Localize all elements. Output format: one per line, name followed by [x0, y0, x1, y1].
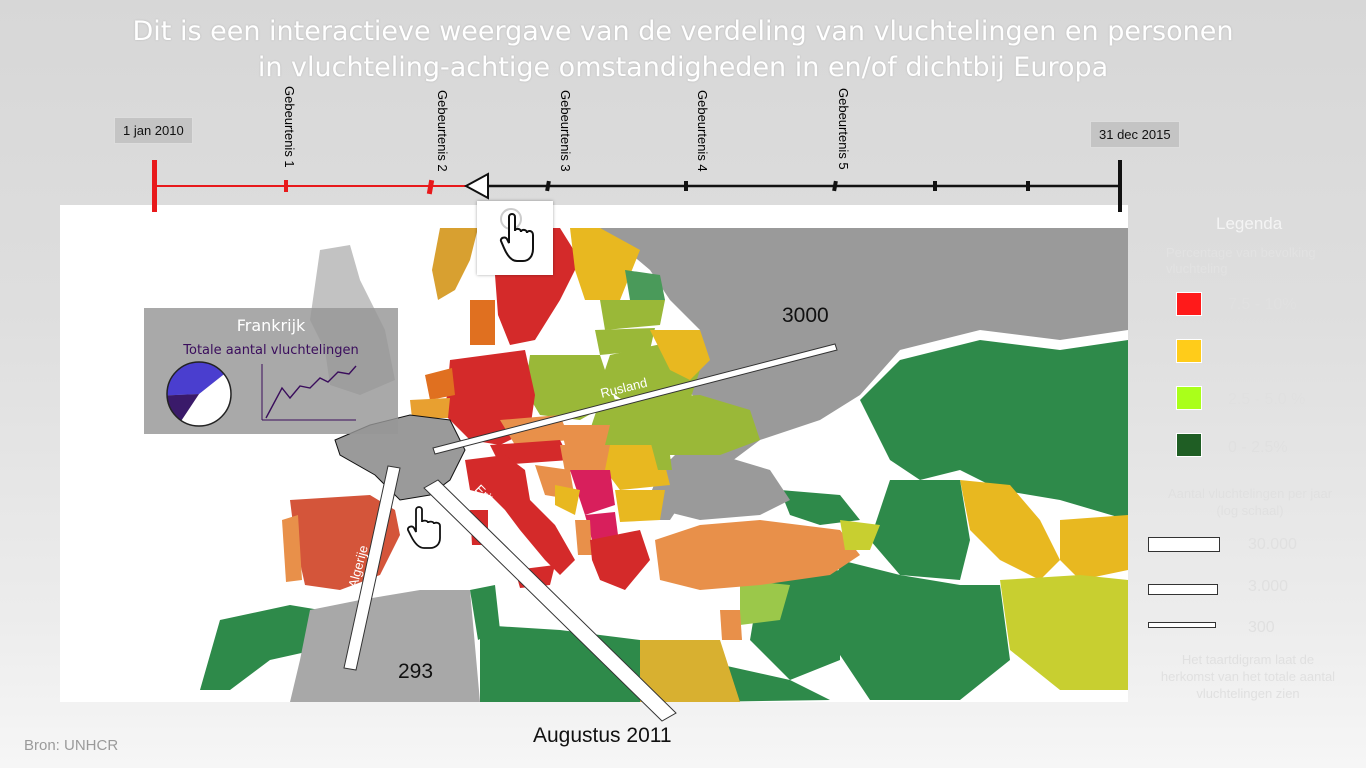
country-azerbaijan[interactable] — [840, 520, 880, 550]
country-lithuania[interactable] — [595, 328, 655, 355]
country-estonia[interactable] — [625, 270, 665, 300]
legend-color-title: Percentage van bevolking vluchteling — [1166, 245, 1316, 276]
event-tick-3[interactable] — [545, 180, 551, 192]
page-title: Dit is een interactieve weergave van de … — [0, 14, 1366, 86]
legend-size-bar-large — [1148, 537, 1220, 552]
pointer-hand-icon — [406, 506, 441, 549]
country-slovakia[interactable] — [560, 425, 610, 445]
legend-size-label-3: 300 — [1248, 619, 1275, 636]
country-turkey[interactable] — [655, 520, 860, 590]
black-sea — [660, 455, 790, 520]
country-bulgaria[interactable] — [615, 490, 665, 522]
event-tick-1[interactable] — [284, 180, 288, 192]
country-greece[interactable] — [590, 530, 650, 590]
legend-size-bar-small — [1148, 622, 1216, 628]
country-morocco[interactable] — [200, 605, 320, 690]
flow-value-algerije: 293 — [398, 660, 433, 683]
timeline-end-label: 31 dec 2015 — [1090, 121, 1180, 148]
event-label-4[interactable]: Gebeurtenis 4 — [695, 90, 710, 172]
timeline-tick-7 — [1026, 181, 1030, 191]
legend-size-label-1: 30.000 — [1248, 536, 1297, 553]
country-afghanistan[interactable] — [1000, 575, 1128, 690]
origin-pie-chart — [166, 361, 232, 427]
country-hungary[interactable] — [560, 445, 615, 472]
country-romania[interactable] — [605, 445, 670, 490]
country-norway[interactable] — [432, 228, 478, 300]
trend-line — [265, 365, 357, 419]
legend-swatch-2 — [1176, 339, 1202, 363]
timeline-end-tick — [1118, 160, 1122, 212]
event-label-3[interactable]: Gebeurtenis 3 — [558, 90, 573, 172]
event-label-1[interactable]: Gebeurtenis 1 — [282, 86, 297, 168]
flow-bar-eritrea[interactable] — [423, 479, 677, 722]
country-portugal[interactable] — [282, 515, 302, 582]
country-denmark[interactable] — [470, 300, 495, 345]
legend-label-3: 2.5 - 5.0 % — [1228, 391, 1306, 408]
pie-outline — [166, 361, 232, 427]
country-israel[interactable] — [720, 610, 742, 640]
flow-value-rusland: 3000 — [782, 304, 829, 327]
country-macedonia[interactable] — [585, 512, 618, 540]
legend-size-label-2: 3.000 — [1248, 578, 1289, 595]
timeline-slider-handle[interactable] — [463, 172, 489, 200]
country-netherlands[interactable] — [425, 368, 455, 400]
timeline-tick-6 — [933, 181, 937, 191]
popup-subtitle: Totale aantal vluchtelingen — [183, 343, 359, 358]
country-moldova[interactable] — [650, 440, 672, 470]
country-georgia[interactable] — [780, 490, 860, 525]
legend-label-1: 7.5 - 10% — [1228, 296, 1297, 313]
country-serbia[interactable] — [570, 470, 615, 515]
popup-graphics — [166, 361, 357, 427]
event-label-2[interactable]: Gebeurtenis 2 — [435, 90, 450, 172]
country-syria[interactable] — [740, 580, 790, 625]
legend-title: Legenda — [1216, 214, 1283, 233]
popup-country-name: Frankrijk — [236, 316, 306, 335]
country-iran[interactable] — [830, 560, 1010, 700]
title-line-1: Dit is een interactieve weergave van de … — [132, 16, 1234, 47]
legend-swatch-4 — [1176, 433, 1202, 457]
country-popup: Frankrijk Totale aantal vluchtelingen — [144, 308, 398, 434]
country-finland[interactable] — [570, 228, 640, 300]
timeline-start-label: 1 jan 2010 — [114, 117, 193, 144]
legend-label-2: 5.0 - 7.5% — [1228, 340, 1301, 357]
country-russia-west[interactable] — [650, 330, 710, 380]
country-bosnia[interactable] — [555, 485, 580, 515]
flow-bar-rusland[interactable] — [432, 343, 838, 455]
country-italy[interactable] — [465, 455, 575, 575]
pie-slice-1 — [181, 374, 231, 426]
pointer-hand-icon — [499, 208, 534, 262]
country-kazakhstan[interactable] — [860, 340, 1128, 520]
country-tajikistan[interactable] — [1060, 515, 1128, 580]
source-label: Bron: UNHCR — [24, 737, 119, 754]
pie-slice-2 — [167, 394, 199, 421]
legend-label-4: 0 - 2.5% — [1228, 439, 1288, 456]
legend-note: Het taartdigram laat de herkomst van het… — [1160, 652, 1336, 701]
legend-size-bar-medium — [1148, 584, 1218, 595]
country-turkmenistan[interactable] — [870, 480, 970, 580]
event-tick-5[interactable] — [832, 180, 838, 192]
country-albania[interactable] — [575, 520, 592, 555]
timeline[interactable] — [0, 0, 1366, 230]
flow-bar-algerije[interactable] — [343, 465, 401, 671]
timeline-start-tick — [152, 160, 157, 212]
country-latvia[interactable] — [600, 300, 665, 330]
title-line-2: in vluchteling-achtige omstandigheden in… — [257, 52, 1109, 83]
timeline-drag-hint[interactable] — [477, 201, 553, 275]
legend-swatch-1 — [1176, 292, 1202, 316]
current-date-label: Augustus 2011 — [533, 724, 672, 747]
event-tick-4[interactable] — [684, 181, 688, 191]
country-belgium[interactable] — [410, 398, 450, 418]
pie-slice-3 — [167, 362, 225, 396]
country-poland[interactable] — [525, 355, 615, 420]
country-uzbekistan[interactable] — [960, 480, 1060, 580]
event-label-5[interactable]: Gebeurtenis 5 — [836, 88, 851, 170]
event-tick-2[interactable] — [426, 179, 435, 195]
legend-swatch-3 — [1176, 386, 1202, 410]
country-ukraine[interactable] — [590, 395, 760, 455]
country-egypt[interactable] — [640, 640, 740, 702]
legend-size-title: Aantal vluchtelingen per jaar (log schaa… — [1167, 486, 1333, 518]
country-algeria[interactable] — [290, 590, 480, 702]
